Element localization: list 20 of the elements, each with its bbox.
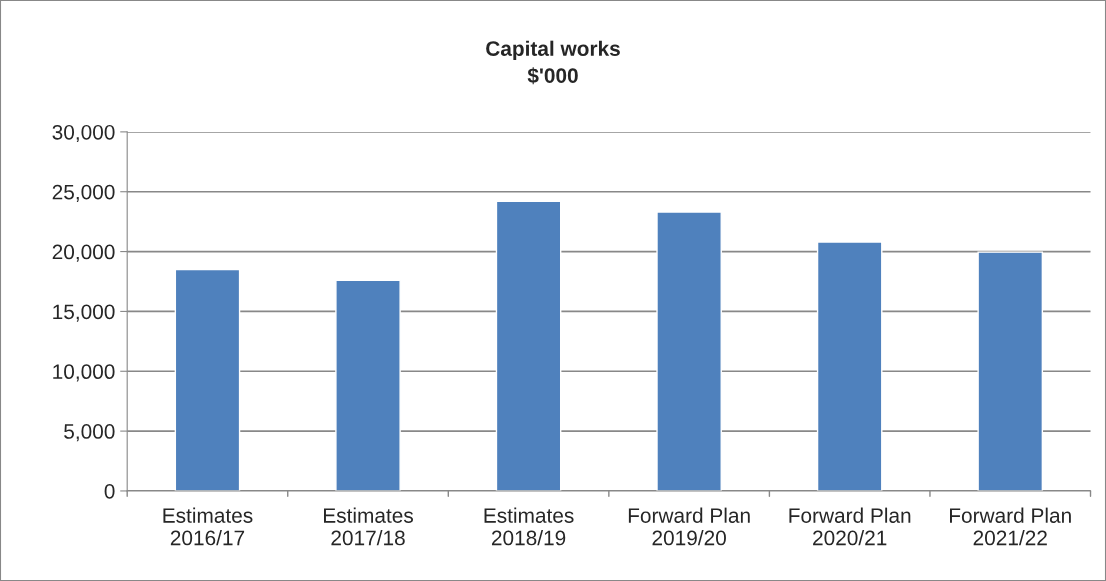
bar <box>656 211 722 491</box>
x-tick-label: Estimates 2018/19 <box>484 507 574 546</box>
x-tick-label: Estimates 2017/18 <box>324 507 413 546</box>
x-tick-label: Forward Plan 2020/21 <box>789 507 911 546</box>
chart-title: Capital works $'000 <box>486 40 620 85</box>
y-tick-label: 5,000 <box>64 424 115 442</box>
x-tick-label: Forward Plan 2021/22 <box>950 507 1071 546</box>
y-tick-label: 0 <box>104 483 115 499</box>
x-tick-label: Estimates 2016/17 <box>163 507 253 546</box>
y-tick-label: 15,000 <box>53 304 115 322</box>
bar <box>174 268 241 491</box>
bar <box>335 279 401 491</box>
bar <box>816 241 883 491</box>
y-tick-label: 30,000 <box>52 124 115 143</box>
x-tick-label: Forward Plan 2019/20 <box>628 507 750 546</box>
y-tick-label: 10,000 <box>53 364 115 382</box>
y-tick-label: 25,000 <box>52 184 115 202</box>
bar <box>495 200 562 491</box>
bar <box>977 251 1044 491</box>
y-tick-label: 20,000 <box>52 244 115 262</box>
